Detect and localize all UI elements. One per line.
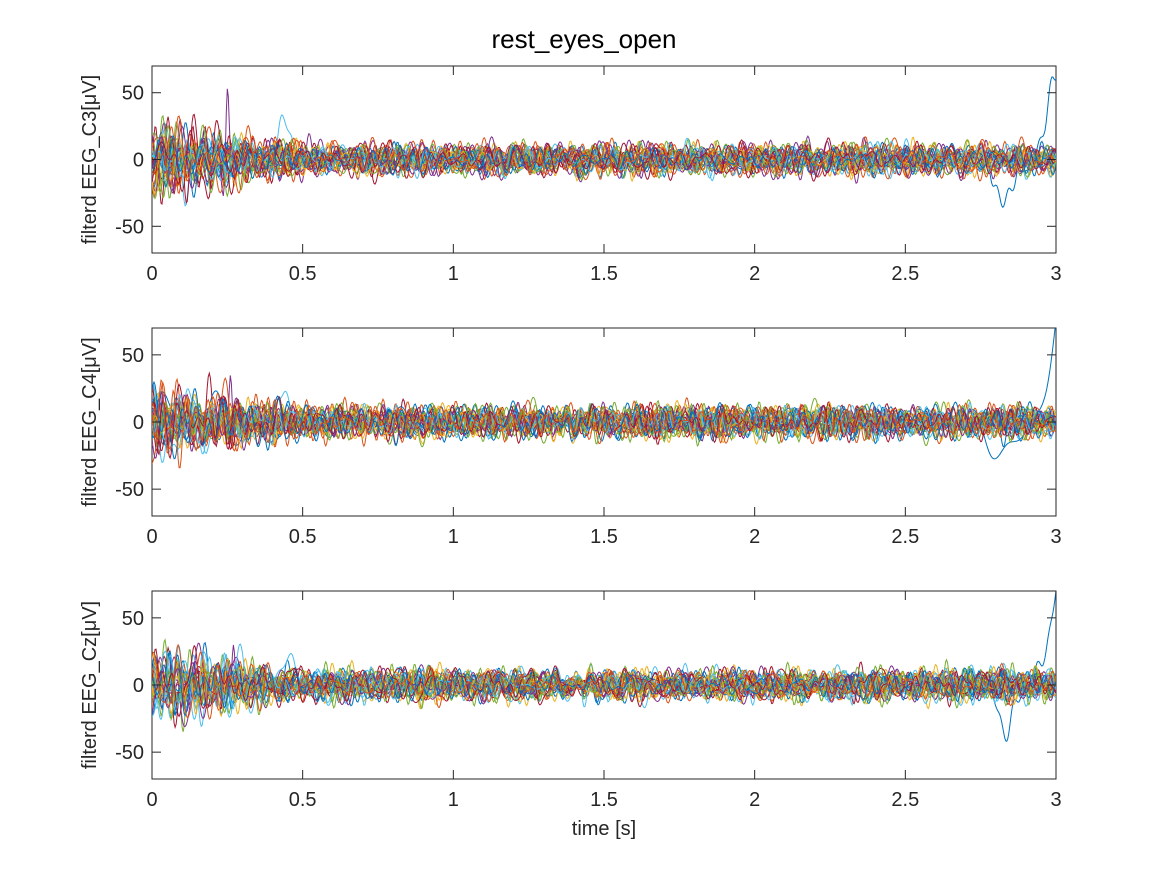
traces <box>152 76 1056 209</box>
x-tick-label: 3 <box>1050 789 1061 811</box>
y-tick-label: 0 <box>133 412 144 434</box>
series-line-11 <box>152 642 1056 728</box>
x-tick-label: 1.5 <box>590 526 618 548</box>
series-line-30 <box>152 115 1056 194</box>
x-tick-label: 2.5 <box>891 789 919 811</box>
y-tick-label: 0 <box>133 150 144 172</box>
axes-2: 0 0.5 1 1.5 2 2.5 3 -50 0 50 filterd EEG_C4[μV] <box>79 327 1062 548</box>
y-tick-label: -50 <box>115 216 144 238</box>
traces <box>152 328 1056 469</box>
series-line-30 <box>152 643 1056 720</box>
x-tick-label: 2 <box>749 263 760 285</box>
figure-title: rest_eyes_open <box>491 24 676 54</box>
axes-1: 0 0.5 1 1.5 2 2.5 3 -50 0 50 filterd EEG_C3[μV] <box>79 65 1062 285</box>
y-axis-label: filterd EEG_C3[μV] <box>79 75 101 244</box>
series-line-28 <box>152 129 1056 193</box>
x-tick-label: 1 <box>448 263 459 285</box>
y-tick-label: 50 <box>122 83 144 105</box>
series-line-21 <box>152 113 1056 200</box>
axes-3: 0 0.5 1 1.5 2 2.5 3 -50 0 50 filterd EEG_Cz[μV]tim… <box>79 590 1062 840</box>
x-tick-label: 1 <box>448 789 459 811</box>
series-line-30 <box>152 379 1056 469</box>
y-axis-label: filterd EEG_Cz[μV] <box>79 601 101 769</box>
series-line-27 <box>152 136 1056 180</box>
series-line-23 <box>152 136 1056 186</box>
y-tick-label: 50 <box>122 608 144 630</box>
x-tick-label: 1 <box>448 526 459 548</box>
x-tick-label: 1.5 <box>590 263 618 285</box>
y-tick-label: 0 <box>133 675 144 697</box>
y-axis-label: filterd EEG_C4[μV] <box>79 337 101 506</box>
y-tick-label: -50 <box>115 479 144 501</box>
series-line-25 <box>152 125 1056 192</box>
x-tick-label: 0.5 <box>289 526 317 548</box>
traces <box>152 591 1056 742</box>
y-tick-label: 50 <box>122 345 144 367</box>
x-tick-label: 0 <box>146 526 157 548</box>
series-line-29 <box>152 134 1056 188</box>
x-tick-label: 2.5 <box>891 263 919 285</box>
x-tick-label: 3 <box>1050 526 1061 548</box>
x-axis-label: time [s] <box>572 818 636 840</box>
series-line-25 <box>152 662 1056 720</box>
series-line-28 <box>152 396 1056 460</box>
x-tick-label: 2.5 <box>891 526 919 548</box>
x-tick-label: 2 <box>749 789 760 811</box>
x-tick-label: 0 <box>146 263 157 285</box>
x-tick-label: 0.5 <box>289 263 317 285</box>
x-tick-label: 2 <box>749 526 760 548</box>
y-tick-label: -50 <box>115 742 144 764</box>
x-tick-label: 0.5 <box>289 789 317 811</box>
x-tick-label: 1.5 <box>590 789 618 811</box>
series-line-8 <box>152 653 1056 717</box>
x-tick-label: 3 <box>1050 263 1061 285</box>
series-line-29 <box>152 654 1056 717</box>
series-line-29 <box>152 380 1056 460</box>
x-tick-label: 0 <box>146 789 157 811</box>
axes-container: 0 0.5 1 1.5 2 2.5 3 -50 0 50 filterd EEG_C3[μV] 0 0.… <box>79 65 1062 840</box>
